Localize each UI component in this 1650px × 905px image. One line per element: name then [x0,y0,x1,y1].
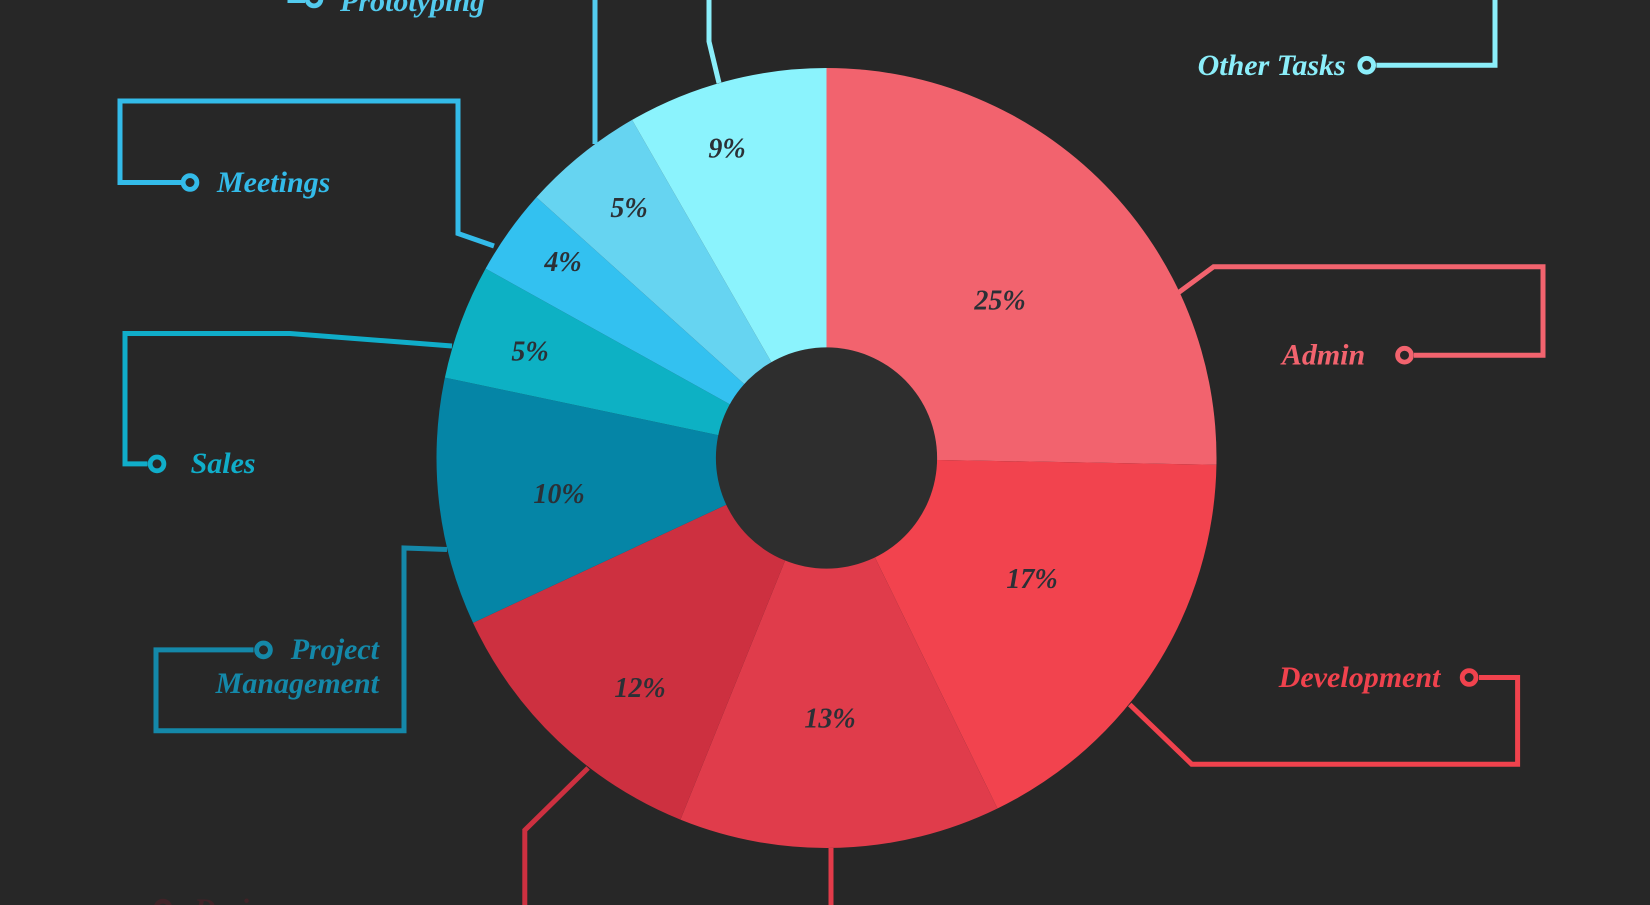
svg-text:Management: Management [215,667,381,700]
svg-text:25%: 25% [973,286,1025,317]
svg-text:Development: Development [1278,661,1442,694]
svg-text:Design: Design [193,893,281,905]
svg-text:Other Tasks: Other Tasks [1198,49,1346,82]
svg-text:5%: 5% [511,337,548,368]
svg-text:Project: Project [290,633,381,666]
svg-text:17%: 17% [1006,564,1057,595]
svg-text:10%: 10% [533,479,584,510]
svg-text:13%: 13% [804,704,855,735]
svg-text:4%: 4% [543,247,581,278]
svg-text:Meetings: Meetings [216,166,330,199]
svg-text:Admin: Admin [1280,339,1365,372]
svg-text:9%: 9% [708,134,745,165]
svg-text:Prototyping: Prototyping [339,0,485,18]
svg-text:12%: 12% [614,673,665,704]
svg-text:Sales: Sales [191,447,256,480]
svg-text:5%: 5% [610,193,647,224]
